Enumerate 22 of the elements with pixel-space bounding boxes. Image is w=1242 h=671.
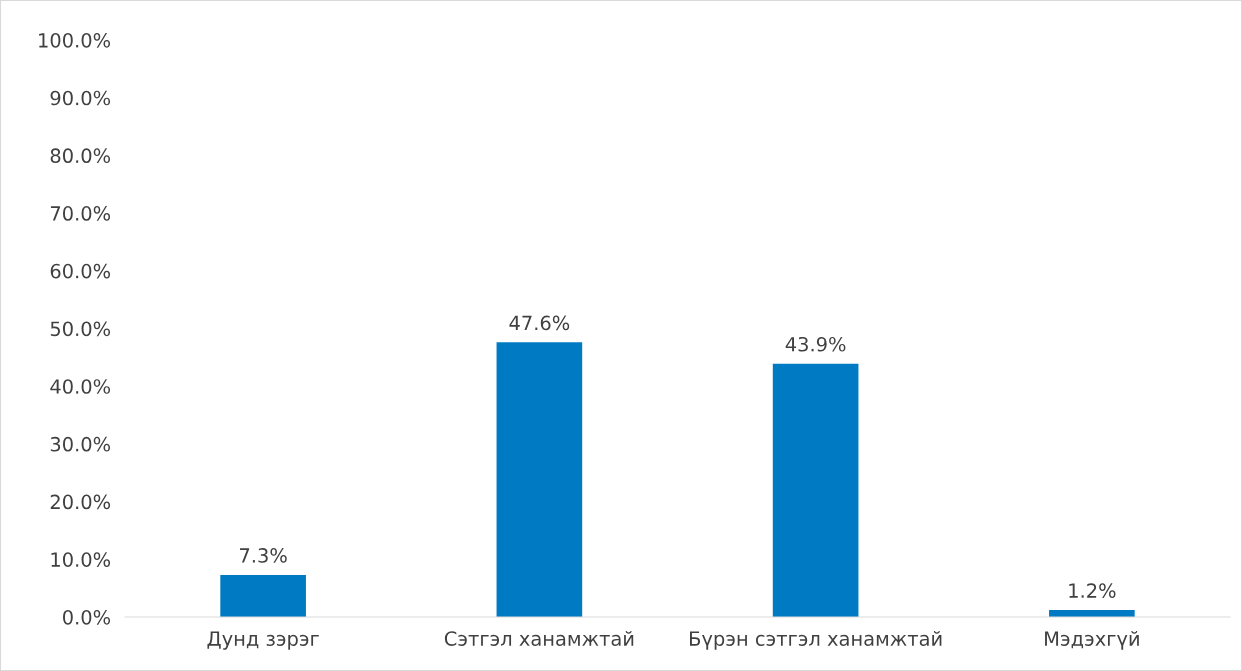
bar <box>772 363 859 617</box>
y-tick-label: 100.0% <box>39 32 111 48</box>
y-tick-label: 40.0% <box>50 379 111 394</box>
data-label: 43.9% <box>785 336 846 352</box>
x-tick-label: Бүрэн сэтгэл ханамжтай <box>690 630 942 650</box>
x-tick-label: Сэтгэл ханамжтай <box>444 630 634 646</box>
y-tick-label: 50.0% <box>50 321 111 337</box>
y-tick-label: 30.0% <box>50 436 111 452</box>
data-label: 7.3% <box>240 548 287 563</box>
bar <box>496 342 583 617</box>
y-tick-label: 0.0% <box>63 609 111 625</box>
y-tick-label: 20.0% <box>50 494 111 510</box>
y-tick-label: 10.0% <box>51 552 111 567</box>
data-label: 47.6% <box>509 315 570 331</box>
y-tick-label: 70.0% <box>50 206 111 221</box>
data-label: 1.2% <box>1069 583 1116 598</box>
x-tick-label: Мэдэхгүй <box>1045 630 1139 650</box>
x-tick-label: Дунд зэрэг <box>207 631 319 650</box>
y-tick-label: 80.0% <box>50 148 111 164</box>
bar <box>220 574 306 617</box>
y-tick-label: 90.0% <box>50 90 111 106</box>
y-tick-label: 60.0% <box>50 263 111 279</box>
